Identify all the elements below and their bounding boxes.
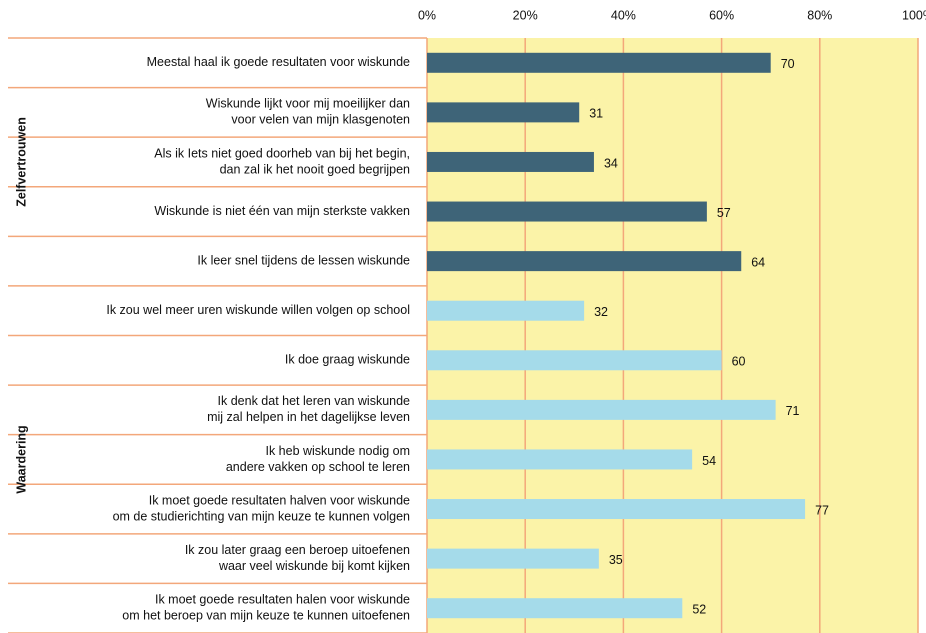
bar xyxy=(427,102,580,123)
x-tick-label: 0% xyxy=(418,8,436,22)
group-label: Zelfvertrouwen xyxy=(14,117,28,207)
value-label: 54 xyxy=(702,454,716,468)
category-label: om de studierichting van mijn keuze te k… xyxy=(113,509,410,523)
bar xyxy=(427,251,742,272)
x-tick-label: 60% xyxy=(709,8,734,22)
x-tick-label: 40% xyxy=(611,8,636,22)
category-label: Ik moet goede resultaten halven voor wis… xyxy=(149,493,410,507)
bar xyxy=(427,52,771,73)
category-label: Meestal haal ik goede resultaten voor wi… xyxy=(147,55,410,69)
category-label: waar veel wiskunde bij komt kijken xyxy=(218,559,410,573)
category-label: Ik leer snel tijdens de lessen wiskunde xyxy=(197,253,410,267)
category-label: Ik zou wel meer uren wiskunde willen vol… xyxy=(106,303,410,317)
value-label: 34 xyxy=(604,156,618,170)
category-label: Ik heb wiskunde nodig om xyxy=(265,444,410,458)
bar xyxy=(427,548,599,569)
value-label: 77 xyxy=(815,503,829,517)
x-tick-label: 20% xyxy=(513,8,538,22)
value-label: 64 xyxy=(751,255,765,269)
category-label: Ik zou later graag een beroep uitoefenen xyxy=(185,543,410,557)
value-label: 71 xyxy=(786,404,800,418)
category-label: andere vakken op school te leren xyxy=(226,460,410,474)
bar xyxy=(427,449,693,470)
category-label: Als ik Iets niet goed doorheb van bij he… xyxy=(154,146,410,160)
bar xyxy=(427,499,806,520)
category-label: Ik denk dat het leren van wiskunde xyxy=(218,394,411,408)
plot-background xyxy=(427,38,918,633)
category-label: Wiskunde is niet één van mijn sterkste v… xyxy=(154,204,410,218)
value-label: 31 xyxy=(589,107,603,121)
value-label: 52 xyxy=(692,603,706,617)
category-label: dan zal ik het nooit goed begrijpen xyxy=(220,162,410,176)
category-label: Ik doe graag wiskunde xyxy=(285,353,410,367)
bar xyxy=(427,350,722,371)
value-label: 35 xyxy=(609,553,623,567)
group-label: Waardering xyxy=(14,425,28,493)
bar xyxy=(427,399,776,420)
bar xyxy=(427,300,585,321)
x-tick-label: 100% xyxy=(902,8,926,22)
category-label: mij zal helpen in het dagelijkse leven xyxy=(207,410,410,424)
value-label: 60 xyxy=(732,355,746,369)
bar xyxy=(427,598,683,619)
bar xyxy=(427,151,594,172)
bar xyxy=(427,201,707,222)
value-label: 70 xyxy=(781,57,795,71)
value-label: 57 xyxy=(717,206,731,220)
category-label: Wiskunde lijkt voor mij moeilijker dan xyxy=(206,97,410,111)
category-label: voor velen van mijn klasgenoten xyxy=(231,113,410,127)
category-label: om het beroep van mijn keuze te kunnen u… xyxy=(122,609,410,623)
value-label: 32 xyxy=(594,305,608,319)
x-tick-label: 80% xyxy=(807,8,832,22)
category-label: Ik moet goede resultaten halen voor wisk… xyxy=(155,593,410,607)
